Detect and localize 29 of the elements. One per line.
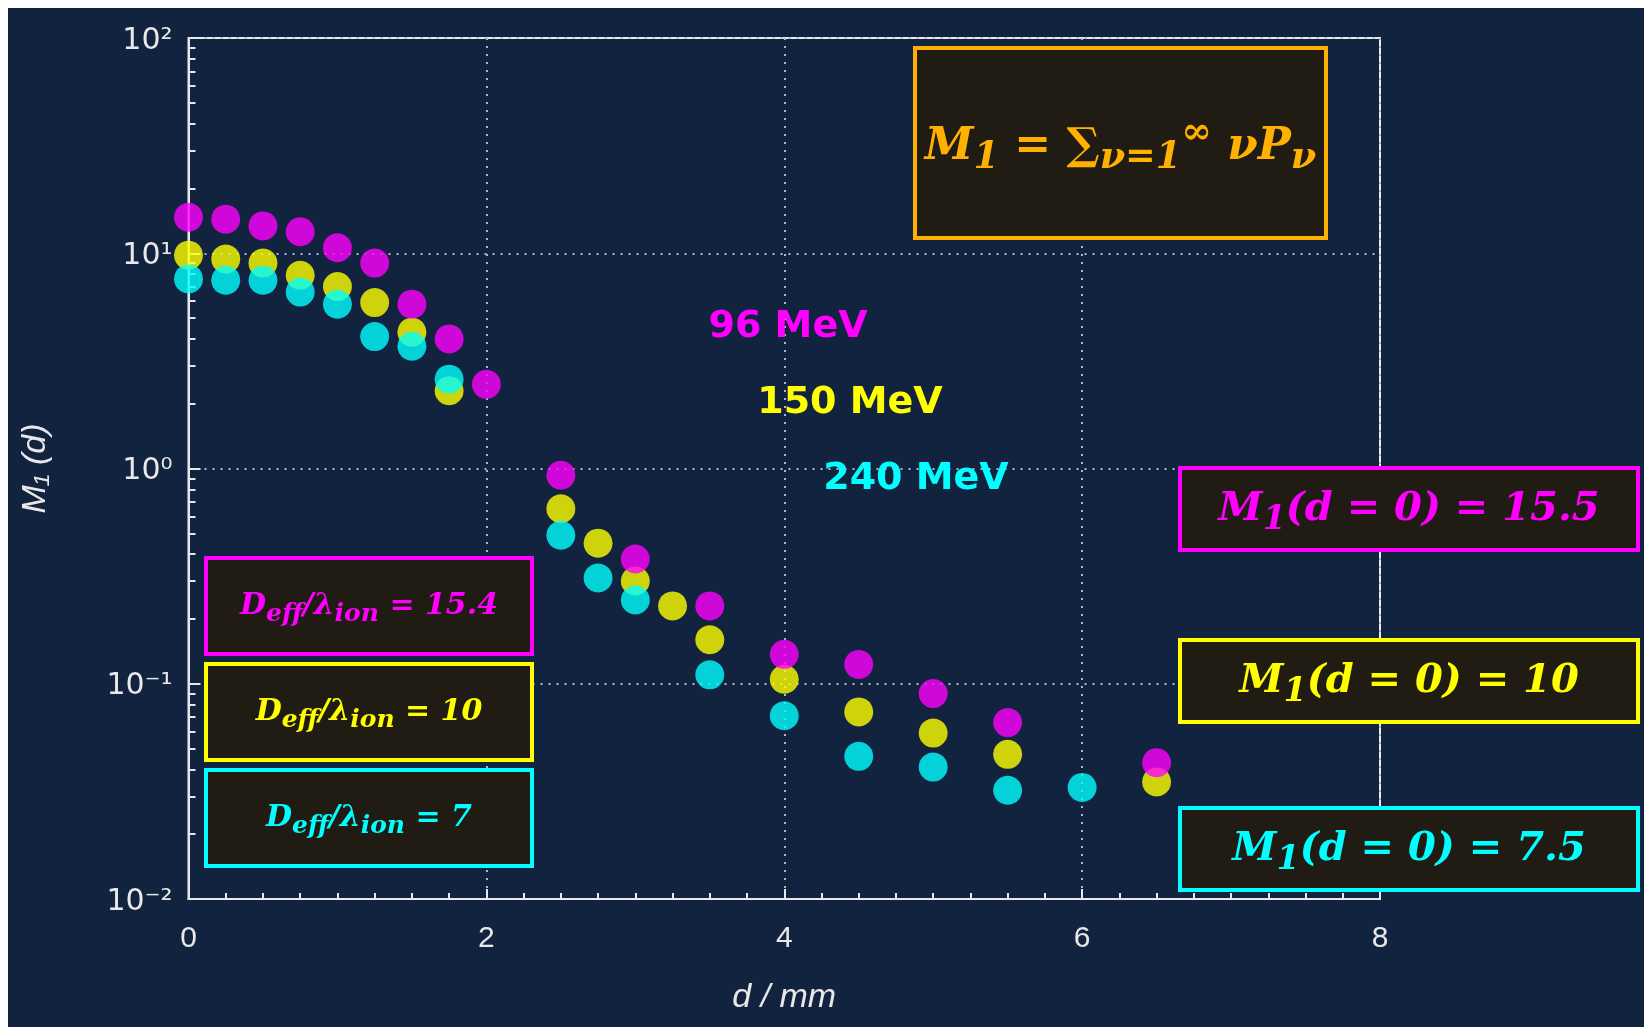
ratio-box: D$_{eff}$/λ$_{ion}$ = 10 <box>204 662 534 762</box>
y-tick-label: 10¹ <box>122 235 173 271</box>
y-axis-title: M₁ (d) <box>14 423 52 514</box>
annotation: D$_{eff}$/λ$_{ion}$ = 7 <box>266 797 472 839</box>
annotation: M$_{1}$(d = 0) = 7.5 <box>1232 821 1586 877</box>
y-tick-label: 10⁻² <box>106 881 173 917</box>
x-tick-label: 2 <box>478 919 495 953</box>
x-tick-label: 0 <box>180 919 197 953</box>
text: 240 MeV <box>823 454 1010 498</box>
text: 150 MeV <box>757 378 944 422</box>
ratio-box: D$_{eff}$/λ$_{ion}$ = 15.4 <box>204 556 534 656</box>
ratio-box: D$_{eff}$/λ$_{ion}$ = 7 <box>204 768 534 868</box>
annotation: M$_{1}$(d = 0) = 10 <box>1239 653 1579 709</box>
value-box: M$_{1}$(d = 0) = 15.5 <box>1178 466 1640 552</box>
annotation: D$_{eff}$/λ$_{ion}$ = 10 <box>255 691 483 733</box>
x-tick-label: 8 <box>1371 919 1389 953</box>
annotation: M$_{1}$ = ∑$_{ν=1}$$^{∞}$ νP$_{ν}$ <box>924 108 1317 178</box>
x-tick-label: 6 <box>1073 919 1091 953</box>
y-tick-label: 10⁰ <box>122 451 173 486</box>
y-tick-label: 10² <box>122 20 173 56</box>
formula-box: M$_{1}$ = ∑$_{ν=1}$$^{∞}$ νP$_{ν}$ <box>913 46 1328 240</box>
y-tick-label: 10⁻¹ <box>106 666 173 702</box>
annotation: D$_{eff}$/λ$_{ion}$ = 15.4 <box>239 585 499 627</box>
value-box: M$_{1}$(d = 0) = 7.5 <box>1178 806 1640 892</box>
x-tick-label: 4 <box>775 919 793 953</box>
value-box: M$_{1}$(d = 0) = 10 <box>1178 638 1640 724</box>
annotation: M$_{1}$(d = 0) = 15.5 <box>1218 481 1600 537</box>
text: 96 MeV <box>708 302 869 346</box>
x-axis-title: d / mm <box>732 975 837 1014</box>
